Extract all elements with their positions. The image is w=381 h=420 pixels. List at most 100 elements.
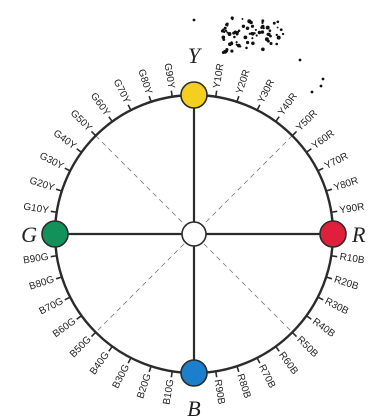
- speckle-dot: [275, 33, 278, 37]
- speckle-dot: [224, 29, 228, 32]
- speckle-dot: [234, 31, 237, 33]
- hue-label: B90G: [22, 252, 49, 267]
- speckle-dot: [222, 38, 226, 41]
- speckle-dot: [237, 29, 241, 32]
- speckle-dot: [276, 35, 281, 40]
- speckle-dot: [261, 21, 264, 25]
- speckle-dot: [319, 84, 323, 88]
- hue-tick: [256, 104, 261, 111]
- hue-label: R30B: [323, 296, 351, 317]
- speckle-dot: [226, 24, 229, 27]
- speckle-dot: [265, 25, 270, 30]
- speckle-dot: [298, 58, 302, 62]
- hue-label: G80Y: [135, 68, 153, 96]
- speckle-dot: [272, 21, 276, 25]
- speckle-dot: [243, 35, 248, 40]
- speckle-dot: [264, 37, 269, 42]
- hue-label: B10G: [162, 378, 177, 405]
- speckle-dot: [279, 28, 283, 32]
- hue-tick: [64, 167, 71, 172]
- speckle-dot: [225, 50, 229, 53]
- speckle-dot: [236, 31, 239, 34]
- hue-tick: [214, 90, 218, 97]
- speckle-dot: [261, 24, 265, 29]
- hue-tick: [331, 254, 338, 258]
- speckle-dot: [225, 48, 228, 51]
- hue-tick: [127, 357, 132, 364]
- hue-label: R10B: [339, 252, 366, 267]
- speckle-dot: [245, 26, 250, 30]
- hue-label: G70Y: [111, 78, 133, 106]
- hue-tick: [55, 188, 63, 192]
- speckle-dot: [260, 30, 265, 34]
- hue-tick: [305, 148, 312, 153]
- speckle-dot: [250, 31, 253, 34]
- speckle-dot: [233, 35, 236, 39]
- hue-label: G30Y: [38, 151, 66, 173]
- speckle-dot: [269, 34, 272, 38]
- red-pole-dot: [319, 220, 347, 248]
- speckle-dot: [227, 32, 232, 36]
- hue-label: G40Y: [51, 128, 78, 152]
- speckle-dot: [221, 51, 225, 54]
- speckle-dot: [230, 49, 234, 53]
- hue-tick: [325, 188, 333, 192]
- hue-label: Y40R: [276, 91, 300, 118]
- neutral-center-circle: [181, 221, 207, 247]
- red-pole-label: R: [351, 222, 366, 247]
- speckle-dot: [241, 24, 246, 29]
- yellow-pole-label: Y: [188, 43, 203, 68]
- speckle-dot: [226, 31, 229, 34]
- speckle-dot: [310, 90, 314, 94]
- hue-tick: [50, 254, 57, 258]
- speckle-dot: [251, 37, 254, 40]
- hue-label: Y80R: [333, 175, 360, 193]
- speckle-dot: [225, 22, 229, 26]
- hue-tick: [108, 116, 113, 123]
- hue-tick: [170, 371, 174, 378]
- hue-tick: [90, 130, 97, 137]
- hue-tick: [148, 95, 152, 103]
- speckle-dot: [241, 18, 244, 20]
- hue-label: R20B: [333, 274, 361, 292]
- hue-label: Y20R: [234, 68, 252, 95]
- hue-tick: [55, 276, 63, 280]
- speckle-dot: [257, 30, 262, 35]
- hue-tick: [275, 345, 280, 352]
- blue-pole-dot: [180, 359, 208, 387]
- speckle-dot: [223, 26, 227, 30]
- speckle-dot: [261, 47, 265, 52]
- hue-tick: [317, 296, 324, 301]
- yellow-pole-dot: [180, 81, 208, 109]
- speckle-dot: [245, 46, 248, 50]
- hue-label: Y60R: [310, 128, 337, 152]
- speckle-dot: [254, 28, 257, 31]
- speckle-dot: [275, 42, 279, 46]
- hue-label: B80G: [28, 274, 56, 292]
- hue-label: Y10R: [212, 63, 227, 89]
- hue-tick: [76, 315, 83, 320]
- hue-label: B50G: [68, 334, 94, 360]
- speckle-dot: [276, 20, 280, 24]
- hue-label: Y30R: [256, 78, 277, 105]
- hue-tick: [305, 315, 312, 320]
- hue-tick: [214, 371, 218, 378]
- hue-label: G20Y: [28, 175, 56, 193]
- speckle-dot: [235, 41, 238, 44]
- hue-label: R50B: [294, 334, 320, 360]
- speckle-dot: [261, 19, 265, 23]
- hue-tick: [50, 210, 57, 214]
- speckle-dot: [253, 32, 256, 35]
- speckle-dot: [223, 30, 226, 34]
- speckle-dot: [250, 24, 255, 28]
- speckle-dot: [222, 36, 226, 39]
- hue-tick: [148, 365, 152, 373]
- hue-tick: [256, 357, 261, 364]
- hue-tick: [76, 148, 83, 153]
- hue-ticks: [50, 90, 338, 378]
- hue-label: B60G: [51, 316, 78, 340]
- hue-tick: [275, 116, 280, 123]
- speckle-dot: [248, 32, 252, 35]
- speckle-dot: [251, 41, 255, 46]
